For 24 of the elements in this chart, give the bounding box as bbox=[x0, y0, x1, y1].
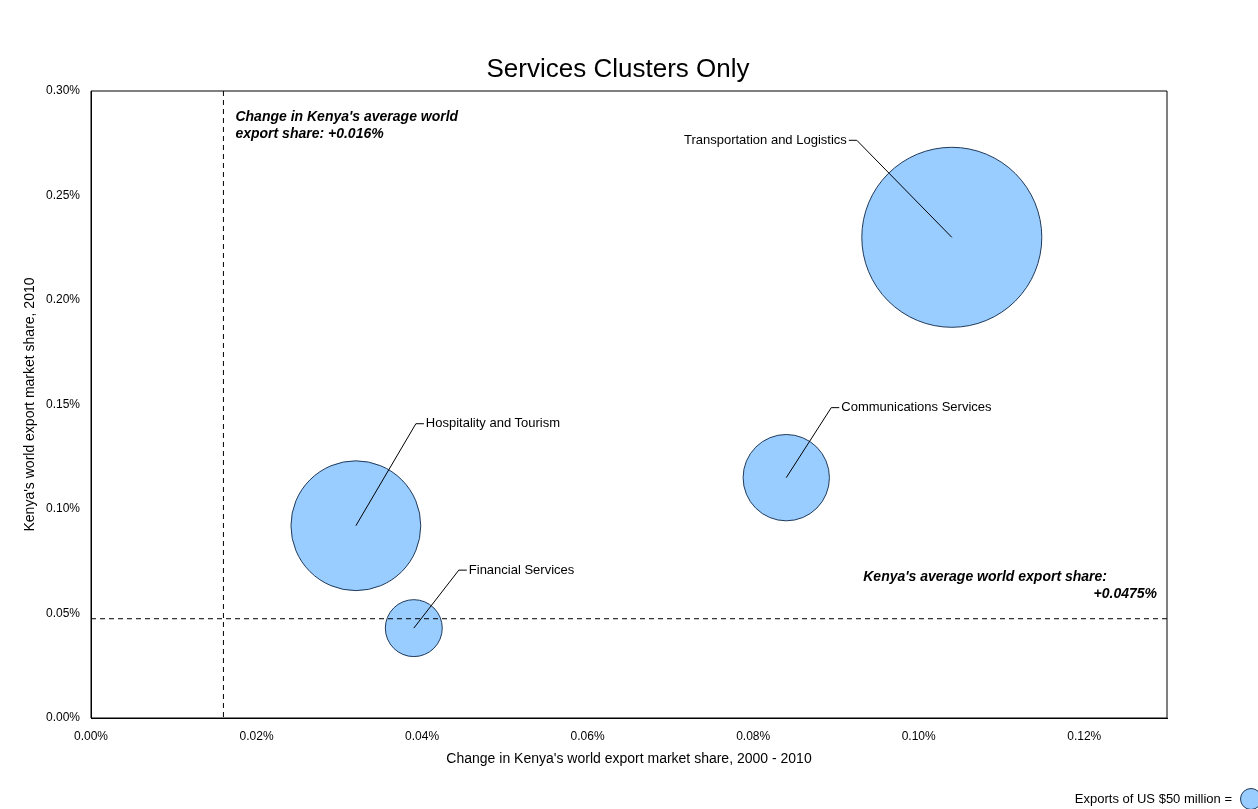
x-tick-label: 0.04% bbox=[405, 728, 440, 743]
y-tick-label: 0.10% bbox=[45, 501, 81, 516]
x-tick-label: 0.10% bbox=[901, 728, 937, 743]
x-axis-title: Change in Kenya's world export market share, 2000 - 2010 bbox=[446, 749, 812, 766]
y-tick-label: 0.05% bbox=[45, 605, 81, 620]
text: Transportation and Logistics bbox=[683, 131, 848, 147]
y-tick-label: 0.25% bbox=[45, 187, 81, 202]
y-axis-title: Kenya's world export market share, 2010 bbox=[21, 277, 38, 532]
ref-line-label: Change in Kenya's average world export share: +0.016% bbox=[235, 108, 459, 141]
x-tick-label: 0.02% bbox=[239, 728, 274, 743]
text: Exports of US $50 million = bbox=[1074, 791, 1232, 806]
y-tick-label: 0.20% bbox=[45, 292, 81, 307]
y-tick-label: 0.30% bbox=[45, 83, 81, 98]
x-tick-label: 0.06% bbox=[570, 728, 605, 743]
x-tick-label: 0.12% bbox=[1067, 728, 1102, 743]
ref-line-label: Kenya's average world export share: +0.0475% bbox=[863, 567, 1158, 601]
chart-title: Services Clusters Only bbox=[486, 52, 750, 83]
text: Communications Services bbox=[841, 399, 993, 415]
y-tick-label: 0.15% bbox=[45, 396, 81, 411]
y-tick-label: 0.00% bbox=[45, 710, 81, 725]
x-tick-label: 0.00% bbox=[73, 728, 109, 743]
x-tick-label: 0.08% bbox=[736, 728, 771, 743]
text: Hospitality and Tourism bbox=[425, 415, 561, 431]
text: Financial Services bbox=[468, 561, 575, 577]
